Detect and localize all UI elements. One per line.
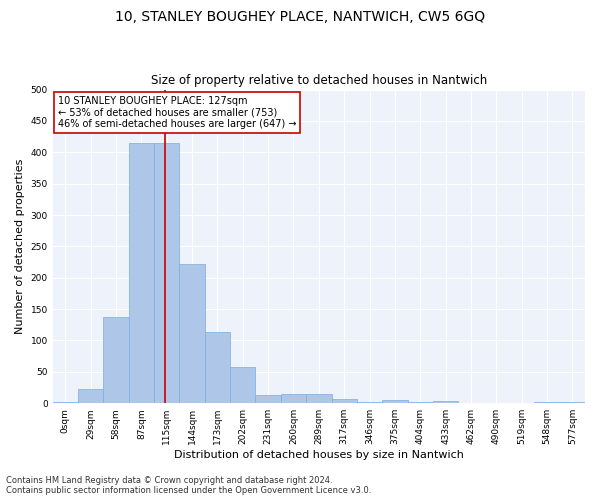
Bar <box>535 402 560 403</box>
X-axis label: Distribution of detached houses by size in Nantwich: Distribution of detached houses by size … <box>174 450 464 460</box>
Text: 10 STANLEY BOUGHEY PLACE: 127sqm
← 53% of detached houses are smaller (753)
46% : 10 STANLEY BOUGHEY PLACE: 127sqm ← 53% o… <box>58 96 296 129</box>
Bar <box>433 402 458 403</box>
Bar <box>230 368 256 403</box>
Bar <box>179 264 205 403</box>
Title: Size of property relative to detached houses in Nantwich: Size of property relative to detached ho… <box>151 74 487 87</box>
Text: Contains HM Land Registry data © Crown copyright and database right 2024.
Contai: Contains HM Land Registry data © Crown c… <box>6 476 371 495</box>
Bar <box>154 143 179 403</box>
Bar <box>78 390 103 403</box>
Bar <box>53 402 78 403</box>
Bar <box>382 400 407 403</box>
Bar <box>281 394 306 403</box>
Bar <box>357 402 382 403</box>
Bar <box>205 332 230 403</box>
Text: 10, STANLEY BOUGHEY PLACE, NANTWICH, CW5 6GQ: 10, STANLEY BOUGHEY PLACE, NANTWICH, CW5… <box>115 10 485 24</box>
Bar <box>407 402 433 403</box>
Y-axis label: Number of detached properties: Number of detached properties <box>15 158 25 334</box>
Bar <box>256 395 281 403</box>
Bar <box>560 402 585 403</box>
Bar <box>332 399 357 403</box>
Bar <box>306 394 332 403</box>
Bar <box>103 318 129 403</box>
Bar <box>129 143 154 403</box>
